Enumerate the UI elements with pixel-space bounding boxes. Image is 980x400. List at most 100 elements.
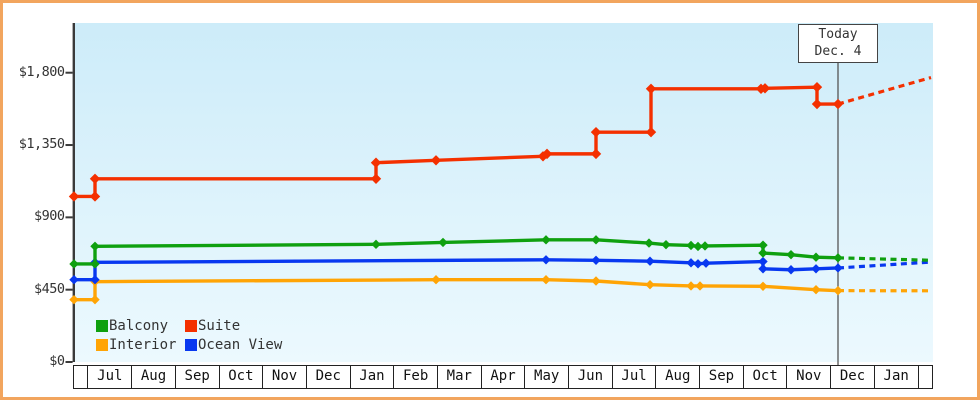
today-label-box: Today Dec. 4 [798,24,878,63]
today-label: Today [818,27,858,42]
data-point-suite [430,155,442,166]
data-point-suite [645,83,657,94]
data-point-suite [541,148,553,160]
data-point-balcony [591,235,601,245]
month-cell: Feb [393,366,437,388]
data-point-suite [89,173,101,184]
legend: Balcony Suite Interior Ocean View [96,316,282,354]
data-point-balcony [786,249,796,260]
month-cell: Dec [830,366,874,388]
data-point-interior [686,281,696,291]
data-point-ocean-view [90,275,100,285]
forecast-line-ocean-view [837,260,932,270]
today-date: Dec. 4 [814,43,862,59]
month-cell: Jun [568,366,612,388]
month-cell: Jul [87,366,131,388]
data-point-ocean-view [591,255,601,265]
data-point-suite [89,191,101,202]
data-point-interior [541,275,551,285]
data-point-balcony [811,252,821,262]
month-cell: Nov [786,366,830,388]
plot-background [75,23,933,362]
data-point-balcony [661,239,671,250]
month-cell: Apr [480,366,525,388]
legend-item-interior: Interior [96,335,185,354]
data-point-balcony [541,235,551,245]
month-cell: Sep [174,366,219,388]
legend-swatch-ocean-view-icon [185,338,197,351]
legend-item-balcony: Balcony [96,316,185,335]
data-point-balcony [686,240,696,251]
data-point-ocean-view [758,264,768,274]
data-point-suite [590,126,602,138]
data-point-ocean-view [758,256,768,267]
y-axis-label: $450 [33,280,65,297]
data-point-ocean-view [786,265,796,275]
data-point-interior [645,279,655,290]
data-point-interior [591,276,601,286]
data-point-ocean-view [541,255,551,265]
data-point-interior [695,281,705,291]
data-point-balcony [693,241,703,252]
month-cell: Nov [262,366,306,388]
series-line-interior [74,278,839,302]
month-stub [917,366,932,388]
y-axis-label: $0 [49,353,65,369]
month-cell: Oct [218,366,263,388]
month-cell: Jan [873,366,918,388]
data-point-balcony [90,241,100,251]
legend-label: Interior [109,336,177,353]
series-line-suite [74,85,838,199]
month-cell: Sep [699,366,743,388]
data-point-interior [431,275,441,285]
month-cell: Jan [349,366,394,388]
data-point-balcony [371,239,381,250]
forecast-line-balcony [837,256,932,262]
data-point-interior [90,294,100,305]
data-point-balcony [644,238,654,248]
legend-swatch-interior-icon [96,338,108,351]
month-cell: Mar [436,366,481,388]
month-cell: Dec [305,366,350,388]
legend-label: Ocean View [198,336,283,353]
data-point-suite [645,126,657,138]
data-point-interior [833,285,843,296]
data-point-ocean-view [811,264,821,274]
data-point-ocean-view [69,275,79,285]
data-point-balcony [833,253,843,263]
data-point-interior [69,294,79,305]
legend-label: Balcony [109,317,169,334]
data-point-ocean-view [701,258,711,268]
data-point-interior [811,284,821,295]
data-point-suite [68,191,80,202]
data-point-suite [759,83,771,94]
month-stub [74,366,87,388]
x-axis-month-band: Jul Aug Sep Oct Nov Dec Jan Feb Mar Apr May Jun Jul A… [73,365,933,389]
data-point-ocean-view [686,258,696,268]
data-point-suite [370,157,382,168]
data-point-suite [832,98,844,110]
data-point-balcony [758,248,768,258]
month-cell: Aug [131,366,175,388]
data-point-balcony [758,240,768,250]
month-cell: Oct [742,366,787,388]
price-history-chart [65,23,932,365]
legend-swatch-balcony-icon [96,319,108,332]
legend-label: Suite [198,317,241,334]
data-point-balcony [90,259,100,269]
forecast-line-suite [837,75,932,106]
data-point-balcony [700,241,710,251]
y-axis-label: $1,350 [18,136,65,153]
data-point-ocean-view [833,263,843,273]
data-point-balcony [69,259,79,269]
month-cell: Jul [611,366,656,388]
y-axis-label: $1,800 [18,63,65,80]
data-point-ocean-view [693,259,703,269]
month-cell: May [524,366,568,388]
data-point-balcony [438,237,448,248]
data-point-interior [758,281,768,292]
month-cell: Aug [655,366,699,388]
data-point-suite [590,148,602,160]
legend-item-suite: Suite [185,316,282,335]
